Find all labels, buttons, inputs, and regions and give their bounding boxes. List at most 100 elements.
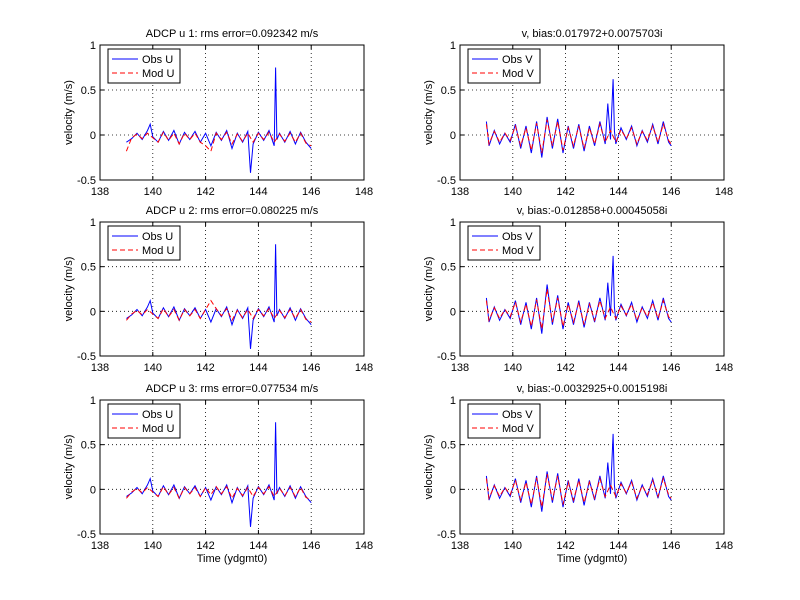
legend: Obs U Mod U: [107, 48, 181, 84]
x-tick-label: 142: [196, 362, 214, 374]
x-tick-label: 144: [249, 362, 267, 374]
x-tick-label: 142: [196, 540, 214, 552]
y-tick-label: -0.5: [437, 529, 456, 541]
legend-box: [467, 225, 541, 261]
series-line-obs: [126, 244, 312, 349]
x-tick-label: 146: [662, 186, 680, 198]
legend-label: Obs U: [142, 54, 173, 66]
y-tick-label: -0.5: [437, 351, 456, 363]
series-line-mod: [126, 299, 312, 323]
series-line-obs: [126, 67, 312, 173]
y-tick-label: 0.5: [441, 440, 456, 452]
series-line-mod: [126, 485, 312, 501]
legend-label: Mod U: [142, 423, 174, 435]
data-lines: [485, 433, 672, 512]
x-tick-label: 146: [302, 186, 320, 198]
series-line-mod: [125, 131, 312, 153]
legend-label: Obs V: [502, 409, 533, 421]
subplot-1: 138 140 142 144 146 148 -0.5 0 0.5 1 ADCP u 1: rms…: [63, 28, 373, 198]
y-tick-label: -0.5: [77, 351, 96, 363]
x-tick-label: 146: [662, 362, 680, 374]
y-tick-label: 1: [450, 395, 456, 407]
y-axis-label: velocity (m/s): [63, 435, 75, 500]
y-axis-label: velocity (m/s): [423, 435, 435, 500]
x-tick-label: 148: [715, 362, 733, 374]
subplot-6: 138 140 142 144 146 148 -0.5 0 0.5 1 v, bias:-0.00…: [423, 383, 733, 565]
subplot-5: 138 140 142 144 146 148 -0.5 0 0.5 1 ADCP u 3: rms…: [63, 383, 373, 565]
y-tick-label: 0.5: [441, 85, 456, 97]
x-tick-label: 142: [556, 362, 574, 374]
x-tick-label: 138: [91, 362, 109, 374]
y-axis-label: velocity (m/s): [63, 80, 75, 145]
y-tick-label: 0: [90, 484, 96, 496]
chart-title: ADCP u 1: rms error=0.092342 m/s: [146, 28, 319, 40]
y-tick-label: -0.5: [437, 175, 456, 187]
x-tick-label: 146: [302, 362, 320, 374]
y-tick-label: 1: [450, 40, 456, 52]
legend: Obs V Mod V: [467, 48, 541, 84]
y-tick-label: 0: [90, 306, 96, 318]
legend-label: Obs V: [502, 54, 533, 66]
y-tick-label: 0: [450, 484, 456, 496]
x-axis-label: Time (ydgmt0): [557, 553, 628, 565]
x-tick-label: 148: [715, 540, 733, 552]
x-tick-label: 140: [144, 186, 162, 198]
x-tick-label: 140: [144, 540, 162, 552]
x-tick-label: 140: [504, 186, 522, 198]
legend-label: Mod U: [142, 245, 174, 257]
y-axis-label: velocity (m/s): [63, 257, 75, 322]
legend: Obs U Mod U: [107, 403, 181, 439]
x-tick-label: 146: [662, 540, 680, 552]
legend-box: [467, 48, 541, 84]
legend: Obs U Mod U: [107, 225, 181, 261]
y-tick-label: 0: [450, 306, 456, 318]
x-tick-label: 138: [451, 540, 469, 552]
legend-label: Mod V: [502, 68, 534, 80]
y-tick-label: 0.5: [81, 440, 96, 452]
y-tick-label: 0: [90, 130, 96, 142]
legend-box: [107, 48, 181, 84]
legend: Obs V Mod V: [467, 225, 541, 261]
x-tick-label: 148: [355, 540, 373, 552]
chart-title: v, bias:0.017972+0.0075703i: [522, 28, 663, 40]
x-tick-label: 140: [504, 540, 522, 552]
legend-box: [467, 403, 541, 439]
legend-label: Obs U: [142, 231, 173, 243]
x-tick-label: 140: [504, 362, 522, 374]
x-tick-label: 138: [91, 540, 109, 552]
x-tick-label: 138: [91, 186, 109, 198]
axes-frame: [99, 399, 365, 535]
axes-frame: [99, 44, 365, 181]
x-axis-label: Time (ydgmt0): [197, 553, 268, 565]
y-axis-label: velocity (m/s): [423, 80, 435, 145]
subplot-4: 138 140 142 144 146 148 -0.5 0 0.5 1 v, bias:-0.01…: [423, 205, 733, 374]
chart-title: v, bias:-0.0032925+0.0015198i: [517, 383, 668, 395]
x-tick-label: 138: [451, 186, 469, 198]
x-tick-label: 144: [609, 540, 627, 552]
y-axis-label: velocity (m/s): [423, 257, 435, 322]
x-tick-label: 142: [196, 186, 214, 198]
data-lines: [125, 67, 312, 173]
x-tick-label: 142: [556, 186, 574, 198]
chart-title: ADCP u 3: rms error=0.077534 m/s: [146, 383, 319, 395]
x-tick-label: 144: [249, 186, 267, 198]
data-lines: [126, 244, 312, 349]
y-tick-label: 1: [90, 395, 96, 407]
y-tick-label: 0: [450, 130, 456, 142]
x-tick-label: 144: [249, 540, 267, 552]
x-tick-label: 144: [609, 186, 627, 198]
data-lines: [126, 422, 312, 527]
x-tick-label: 138: [451, 362, 469, 374]
legend-label: Mod V: [502, 245, 534, 257]
y-tick-label: 0.5: [441, 262, 456, 274]
legend-box: [107, 225, 181, 261]
x-tick-label: 140: [144, 362, 162, 374]
data-lines: [485, 255, 672, 334]
subplot-3: 138 140 142 144 146 148 -0.5 0 0.5 1 ADCP u 2: rms…: [63, 205, 373, 374]
legend: Obs V Mod V: [467, 403, 541, 439]
data-lines: [485, 79, 672, 158]
x-tick-label: 148: [355, 362, 373, 374]
series-line-mod: [485, 119, 672, 154]
y-tick-label: 0.5: [81, 85, 96, 97]
legend-label: Obs U: [142, 409, 173, 421]
